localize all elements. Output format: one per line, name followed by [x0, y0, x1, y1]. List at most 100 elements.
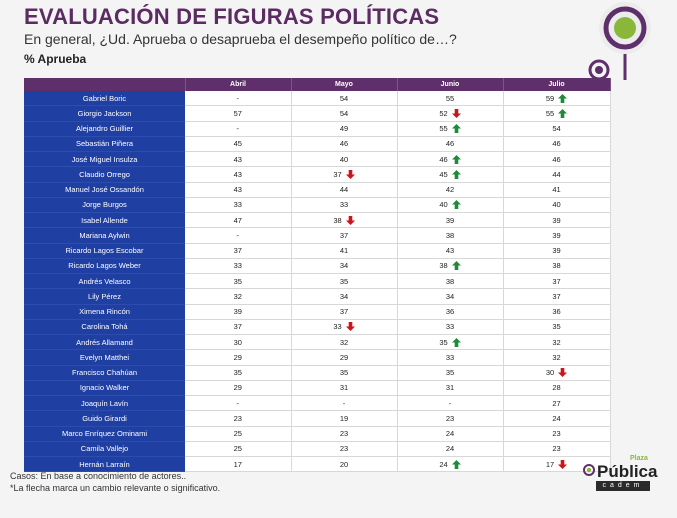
value-text: 43 [233, 154, 242, 164]
row-name-cell: Hernán Larraín [24, 456, 185, 473]
value-cell-content: 38 [333, 215, 355, 225]
table-row: Guido Girardi 23 19 23 24 [24, 410, 611, 427]
value-cell: 17 [185, 456, 292, 473]
arrow-down-icon [451, 108, 461, 118]
value-cell: 47 [185, 212, 292, 229]
value-cell-content: 33 [340, 200, 348, 209]
value-cell-content: 35 [340, 368, 348, 377]
value-text: 29 [339, 352, 349, 362]
value-cell-content: 39 [552, 216, 560, 225]
value-cell: 37 [503, 288, 611, 305]
value-cell-content: 23 [340, 429, 348, 438]
value-text: 28 [552, 383, 561, 393]
value-cell-content: 49 [340, 124, 348, 133]
value-cell: 52 [397, 105, 504, 122]
decorative-circles-icon [588, 2, 651, 81]
value-cell: - [185, 227, 292, 244]
value-cell: 33 [397, 349, 504, 366]
value-cell: 27 [503, 395, 611, 412]
value-cell-content: 31 [340, 383, 348, 392]
value-cell: 23 [503, 441, 611, 458]
table-row: Francisco Chahúan 35 35 35 30 [24, 365, 611, 381]
value-cell-content: 55 [446, 94, 454, 103]
value-text: 45 [233, 139, 242, 149]
value-text: 46 [439, 154, 448, 164]
row-name-cell: Ricardo Lagos Weber [24, 258, 185, 275]
logo-dot-icon [583, 464, 595, 476]
value-cell-content: 36 [552, 307, 560, 316]
value-text: 35 [339, 276, 349, 286]
value-text: 34 [339, 261, 349, 271]
row-name-cell: Andrés Velasco [24, 273, 185, 290]
value-cell: 25 [185, 426, 292, 442]
row-name-cell: Gabriel Boric [24, 91, 185, 107]
value-cell: 55 [503, 105, 611, 122]
value-cell: 38 [397, 273, 504, 290]
value-cell-content: 35 [446, 368, 454, 377]
value-cell-content: - [237, 124, 240, 133]
value-cell: 40 [397, 197, 504, 214]
arrow-down-icon [345, 169, 355, 179]
value-text: 55 [545, 108, 555, 118]
value-cell: 30 [185, 334, 292, 351]
value-cell-content: 29 [234, 383, 242, 392]
value-cell: 37 [291, 304, 398, 320]
value-cell: 34 [397, 288, 504, 305]
value-cell: 32 [185, 288, 292, 305]
value-cell-content: 32 [340, 338, 348, 347]
value-cell-content: 43 [234, 155, 242, 164]
column-header-mayo: Mayo [291, 78, 398, 91]
table-row: Ignacio Walker 29 31 31 28 [24, 380, 611, 397]
value-cell: 33 [185, 197, 292, 214]
value-cell: 35 [185, 365, 292, 381]
value-cell-content: 41 [340, 246, 348, 255]
value-cell-content: 33 [234, 200, 242, 209]
row-name-cell: Evelyn Matthei [24, 349, 185, 366]
value-cell: 42 [397, 182, 504, 198]
row-name-cell: Camila Vallejo [24, 441, 185, 458]
value-cell-content: 33 [333, 322, 355, 332]
arrow-down-icon [345, 215, 355, 225]
value-cell-content: 41 [552, 185, 560, 194]
value-text: 59 [545, 93, 555, 103]
value-cell-content: 52 [439, 108, 461, 118]
footnote-cases: Casos: En base a conocimiento de actores… [10, 471, 187, 481]
row-name-cell: Ximena Rincón [24, 304, 185, 320]
value-cell: 38 [503, 258, 611, 275]
value-cell: 23 [397, 410, 504, 427]
value-text: 23 [339, 444, 349, 454]
table-header-row: Abril Mayo Junio Julio [24, 78, 611, 91]
value-cell: 33 [185, 258, 292, 275]
value-cell-content: 24 [439, 459, 461, 469]
value-cell-content: 40 [552, 200, 560, 209]
value-cell-content: 17 [546, 459, 568, 469]
value-cell-content: 30 [234, 338, 242, 347]
value-text: 34 [339, 291, 349, 301]
value-text: - [236, 398, 240, 408]
row-name-cell: Jorge Burgos [24, 197, 185, 214]
value-text: 46 [445, 139, 455, 149]
value-cell: 23 [503, 426, 611, 442]
value-text: 35 [552, 322, 561, 332]
value-text: 32 [552, 337, 561, 347]
table-row: Carolina Tohá 37 33 33 35 [24, 319, 611, 336]
value-text: 37 [339, 307, 349, 317]
value-cell-content: 39 [446, 216, 454, 225]
value-text: 39 [552, 215, 561, 225]
arrow-up-icon [558, 108, 568, 118]
value-text: 54 [552, 124, 561, 134]
value-cell-content: 39 [234, 307, 242, 316]
value-text: 23 [339, 429, 349, 439]
value-text: 24 [445, 444, 455, 454]
value-cell-content: 35 [234, 277, 242, 286]
value-cell: 35 [503, 319, 611, 336]
value-cell: 38 [397, 258, 504, 275]
value-text: 42 [445, 185, 455, 195]
value-text: 38 [439, 261, 448, 271]
value-cell: 29 [291, 349, 398, 366]
value-text: 33 [233, 200, 242, 210]
value-cell: 31 [397, 380, 504, 397]
table-row: Gabriel Boric - 54 55 59 [24, 91, 611, 107]
column-header-junio: Junio [397, 78, 504, 91]
value-cell-content: 54 [340, 94, 348, 103]
